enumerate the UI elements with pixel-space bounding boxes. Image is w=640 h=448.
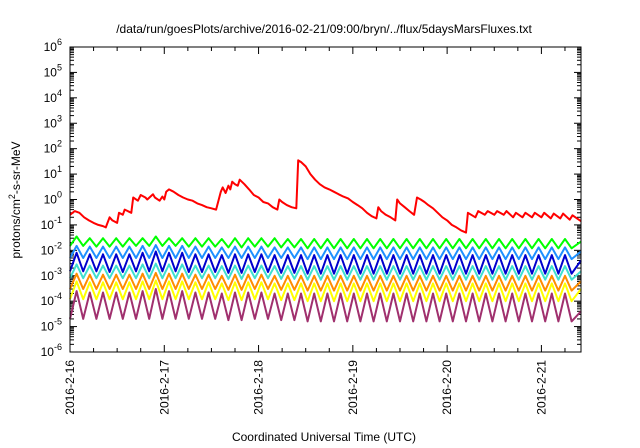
y-tick-label-exponent: -1 bbox=[54, 215, 62, 225]
series-line-5 bbox=[69, 262, 582, 281]
y-tick-label: 10-1 bbox=[41, 215, 62, 232]
y-tick-label-exponent: 6 bbox=[57, 37, 62, 47]
y-tick-label-base: 10 bbox=[44, 167, 58, 181]
y-tick-label: 101 bbox=[44, 164, 62, 181]
y-tick-label-base: 10 bbox=[44, 40, 58, 54]
y-tick-label-base: 10 bbox=[41, 320, 55, 334]
y-tick-label: 102 bbox=[44, 139, 62, 156]
y-tick-label: 104 bbox=[44, 88, 62, 105]
plot-frame bbox=[69, 46, 582, 353]
y-tick-label-base: 10 bbox=[41, 243, 55, 257]
series-line-4 bbox=[69, 250, 582, 275]
x-tick-label: 2016-2-20 bbox=[440, 360, 454, 415]
x-axis-title: Coordinated Universal Time (UTC) bbox=[232, 430, 416, 444]
y-tick-label-exponent: 1 bbox=[57, 164, 62, 174]
y-tick-label-base: 10 bbox=[44, 193, 58, 207]
y-tick-label-base: 10 bbox=[41, 269, 55, 283]
y-tick-label-base: 10 bbox=[44, 65, 58, 79]
y-tick-label: 106 bbox=[44, 37, 62, 54]
y-axis-title: protons/cm2-s-sr-MeV bbox=[7, 141, 23, 258]
y-tick-label: 10-6 bbox=[41, 342, 62, 359]
series-line-3 bbox=[69, 244, 582, 261]
y-tick-label-base: 10 bbox=[44, 142, 58, 156]
y-axis: 10-610-510-410-310-210-11001011021031041… bbox=[41, 37, 581, 359]
y-axis-title-superscript: 2 bbox=[7, 194, 17, 199]
y-tick-label-base: 10 bbox=[44, 91, 58, 105]
series-line-6 bbox=[69, 271, 582, 292]
y-tick-label: 105 bbox=[44, 62, 62, 79]
x-tick-label: 2016-2-21 bbox=[534, 360, 548, 415]
series-line-1 bbox=[69, 159, 582, 234]
series-layer bbox=[69, 159, 582, 323]
y-tick-label: 10-2 bbox=[41, 240, 62, 257]
y-tick-label: 10-4 bbox=[41, 291, 62, 308]
y-tick-label: 10-3 bbox=[41, 266, 62, 283]
x-tick-label: 2016-2-17 bbox=[157, 360, 171, 415]
y-tick-label: 103 bbox=[44, 113, 62, 130]
y-axis-title-unit: -s-sr-MeV bbox=[9, 141, 23, 194]
y-axis-title-main: protons/cm bbox=[9, 199, 23, 258]
y-tick-label-exponent: -5 bbox=[54, 317, 62, 327]
y-tick-label-exponent: -6 bbox=[54, 342, 62, 352]
x-tick-label: 2016-2-19 bbox=[346, 360, 360, 415]
y-tick-label: 10-5 bbox=[41, 317, 62, 334]
y-tick-label-base: 10 bbox=[44, 116, 58, 130]
y-tick-label-base: 10 bbox=[41, 218, 55, 232]
series-line-7 bbox=[69, 279, 582, 303]
y-tick-label-exponent: 4 bbox=[57, 88, 62, 98]
series-line-2 bbox=[69, 235, 582, 250]
y-tick-label-exponent: -4 bbox=[54, 291, 62, 301]
y-tick-label-exponent: -2 bbox=[54, 240, 62, 250]
x-axis: 2016-2-16 2016-2-17 2016-2-18 2016-2-19 2016… bbox=[63, 47, 566, 415]
y-tick-label-base: 10 bbox=[41, 294, 55, 308]
y-tick-label-exponent: 0 bbox=[57, 190, 62, 200]
x-tick-label: 2016-2-16 bbox=[63, 360, 77, 415]
y-tick-label-base: 10 bbox=[41, 345, 55, 359]
y-tick-label-exponent: 5 bbox=[57, 62, 62, 72]
series-line-8 bbox=[69, 288, 582, 323]
y-tick-label: 100 bbox=[44, 190, 62, 207]
chart-title: /data/run/goesPlots/archive/2016-02-21/0… bbox=[116, 22, 532, 36]
x-tick-label: 2016-2-18 bbox=[252, 360, 266, 415]
y-tick-label-exponent: 3 bbox=[57, 113, 62, 123]
y-tick-label-exponent: 2 bbox=[57, 139, 62, 149]
y-tick-label-exponent: -3 bbox=[54, 266, 62, 276]
